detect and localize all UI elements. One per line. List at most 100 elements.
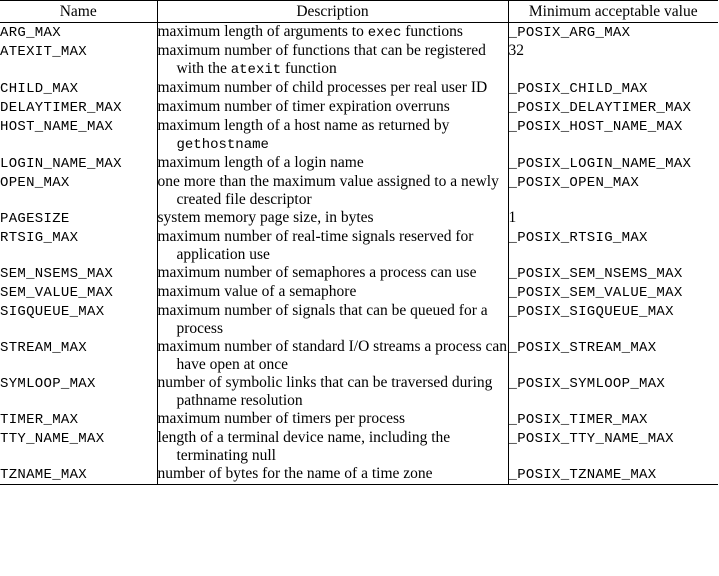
limit-min-value: _POSIX_CHILD_MAX [508,81,648,97]
limit-name-cell: DELAYTIMER_MAX [0,98,157,117]
limit-min-value: _POSIX_SIGQUEUE_MAX [508,304,674,320]
table-row: RTSIG_MAX maximum number of real-time sig… [0,228,718,264]
limit-description-cell: maximum number of semaphores a process c… [156,264,508,283]
table-row: DELAYTIMER_MAX maximum number of timer ex… [0,98,718,117]
limit-name: SEM_NSEMS_MAX [0,266,114,282]
limit-min-value: _POSIX_DELAYTIMER_MAX [508,100,692,116]
limit-description: system memory page size, in bytes [158,209,508,227]
description-text: functions [401,23,463,40]
limit-description-cell: number of symbolic links that can be tra… [156,374,508,410]
limit-name: RTSIG_MAX [0,230,79,246]
limit-description: one more than the maximum value assigned… [158,173,508,209]
limit-name-cell: LOGIN_NAME_MAX [0,154,157,173]
limit-name: SYMLOOP_MAX [0,376,96,392]
description-text: system memory page size, in bytes [157,209,374,226]
limit-description-cell: one more than the maximum value assigned… [156,173,508,209]
table-row: OPEN_MAX one more than the maximum value … [0,173,718,209]
limit-min-value-cell: _POSIX_SEM_NSEMS_MAX [507,264,718,283]
limit-description: maximum number of semaphores a process c… [158,264,508,282]
table-header-row: Name Description Minimum acceptable valu… [0,0,718,23]
limit-name-cell: TZNAME_MAX [0,465,157,485]
limit-name-cell: SEM_NSEMS_MAX [0,264,157,283]
limit-min-value-cell: _POSIX_HOST_NAME_MAX [507,117,718,154]
limit-min-value-cell: _POSIX_SYMLOOP_MAX [507,374,718,410]
limit-min-value-cell: _POSIX_RTSIG_MAX [507,228,718,264]
limit-name-cell: PAGESIZE [0,209,157,228]
limit-min-value-cell: _POSIX_STREAM_MAX [507,338,718,374]
limit-min-value: _POSIX_SEM_VALUE_MAX [508,285,683,301]
description-text: maximum number of timer expiration overr… [157,98,450,115]
table-row: ATEXIT_MAX maximum number of functions th… [0,42,718,79]
limit-min-value-cell: 1 [507,209,718,228]
limit-description: maximum number of real-time signals rese… [158,228,508,264]
function-name: gethostname [176,137,269,153]
limit-description: maximum number of standard I/O streams a… [158,338,508,374]
limit-name-cell: STREAM_MAX [0,338,157,374]
limit-name: ATEXIT_MAX [0,44,88,60]
limit-description-cell: maximum number of signals that can be qu… [156,302,508,338]
limit-min-value: 32 [508,42,525,59]
limit-description-cell: maximum number of real-time signals rese… [156,228,508,264]
limit-name: TIMER_MAX [0,412,79,428]
limit-min-value-cell: _POSIX_CHILD_MAX [507,79,718,98]
description-text: maximum number of signals that can be qu… [157,302,488,337]
limit-description: maximum length of a login name [158,154,508,172]
limit-description-cell: maximum number of functions that can be … [156,42,508,79]
limit-name: DELAYTIMER_MAX [0,100,122,116]
limit-min-value-cell: _POSIX_SEM_VALUE_MAX [507,283,718,302]
limit-description: maximum number of child processes per re… [158,79,508,97]
limit-name-cell: SIGQUEUE_MAX [0,302,157,338]
limit-min-value: _POSIX_TTY_NAME_MAX [508,431,674,447]
table-row: LOGIN_NAME_MAX maximum length of a login … [0,154,718,173]
table-row: PAGESIZE system memory page size, in byte… [0,209,718,228]
limit-name: HOST_NAME_MAX [0,119,114,135]
table-row: SIGQUEUE_MAX maximum number of signals th… [0,302,718,338]
description-text: maximum number of timers per process [157,410,406,427]
limit-description-cell: maximum value of a semaphore [156,283,508,302]
limit-name-cell: ATEXIT_MAX [0,42,157,79]
table-row: TIMER_MAX maximum number of timers per pr… [0,410,718,429]
limit-min-value: _POSIX_SYMLOOP_MAX [508,376,666,392]
header-min-value: Minimum acceptable value [507,0,718,23]
description-text: maximum length of a login name [157,154,364,171]
limit-name-cell: ARG_MAX [0,23,157,43]
limit-description-cell: maximum number of standard I/O streams a… [156,338,508,374]
limit-min-value-cell: 32 [507,42,718,79]
limit-description: maximum length of arguments to exec func… [158,23,508,42]
description-text: one more than the maximum value assigned… [157,173,499,208]
limit-description-cell: maximum length of a login name [156,154,508,173]
limit-name-cell: TIMER_MAX [0,410,157,429]
table-row: SEM_VALUE_MAX maximum value of a semaphor… [0,283,718,302]
limit-name: ARG_MAX [0,25,61,41]
description-text: maximum number of standard I/O streams a… [157,338,508,373]
limit-name-cell: RTSIG_MAX [0,228,157,264]
limit-name: SIGQUEUE_MAX [0,304,105,320]
limit-description-cell: system memory page size, in bytes [156,209,508,228]
description-text: maximum value of a semaphore [157,283,357,300]
limit-min-value: _POSIX_TZNAME_MAX [508,467,657,483]
limit-min-value-cell: _POSIX_DELAYTIMER_MAX [507,98,718,117]
limit-name: TTY_NAME_MAX [0,431,105,447]
limit-name: PAGESIZE [0,211,70,227]
limit-description: maximum number of timers per process [158,410,508,428]
limit-description: maximum number of functions that can be … [158,42,508,79]
limit-description: maximum value of a semaphore [158,283,508,301]
limit-description-cell: maximum number of timer expiration overr… [156,98,508,117]
table-body: ARG_MAX maximum length of arguments to ex… [0,22,718,485]
limit-description: maximum length of a host name as returne… [158,117,508,154]
limit-name: STREAM_MAX [0,340,88,356]
limit-min-value: _POSIX_RTSIG_MAX [508,230,648,246]
limit-min-value: _POSIX_ARG_MAX [508,25,631,41]
limit-min-value-cell: _POSIX_OPEN_MAX [507,173,718,209]
limit-min-value-cell: _POSIX_TTY_NAME_MAX [507,429,718,465]
limit-min-value: _POSIX_LOGIN_NAME_MAX [508,156,692,172]
description-text: number of bytes for the name of a time z… [157,465,433,482]
limit-description-cell: maximum number of child processes per re… [156,79,508,98]
table-row: SEM_NSEMS_MAX maximum number of semaphore… [0,264,718,283]
description-text: maximum length of arguments to [157,23,368,40]
limit-description-cell: maximum length of arguments to exec func… [156,22,508,42]
limit-min-value: 1 [508,209,517,226]
limit-min-value: _POSIX_STREAM_MAX [508,340,657,356]
limit-name-cell: TTY_NAME_MAX [0,429,157,465]
table-row: HOST_NAME_MAX maximum length of a host na… [0,117,718,154]
